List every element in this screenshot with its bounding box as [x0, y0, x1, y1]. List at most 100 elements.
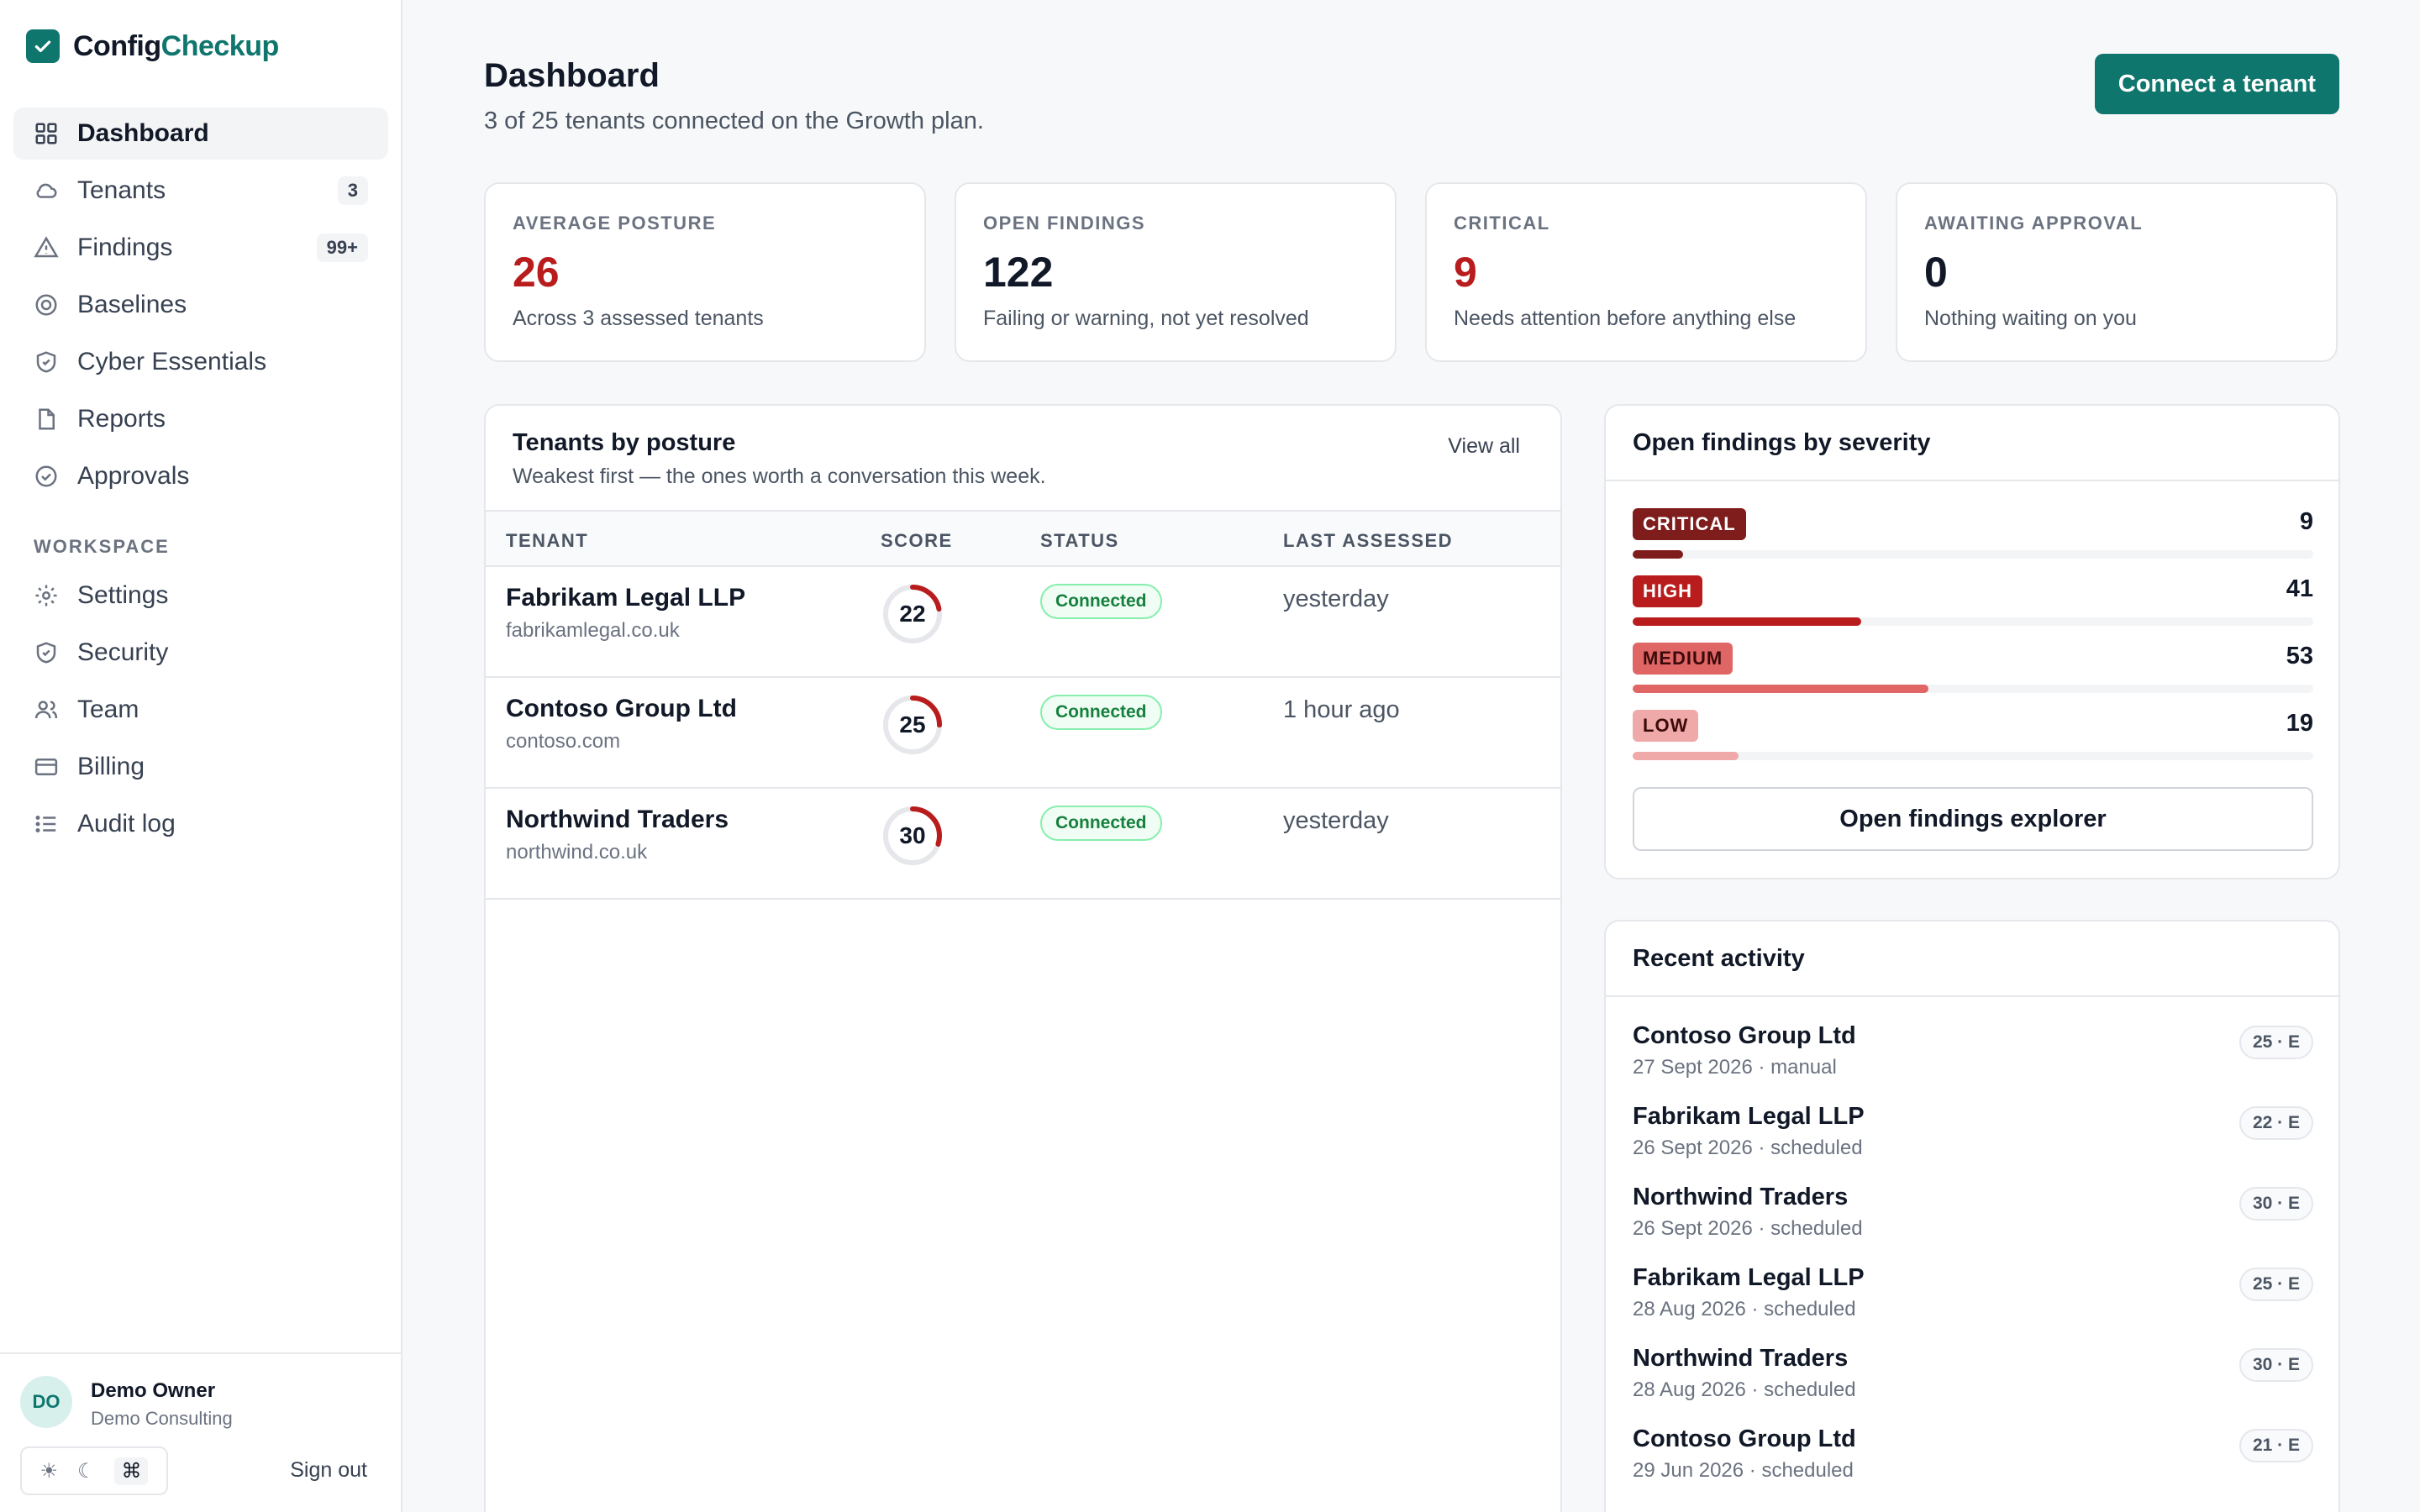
last-assessed: 1 hour ago: [1283, 696, 1400, 723]
column-header-status[interactable]: STATUS: [1040, 530, 1119, 551]
stat-card-open-findings[interactable]: OPEN FINDINGS 122 Failing or warning, no…: [955, 182, 1397, 362]
nav-item-audit-log[interactable]: Audit log: [13, 798, 388, 850]
logo-check-icon: [26, 29, 60, 63]
stats-row: AVERAGE POSTURE 26 Across 3 assessed ten…: [484, 182, 2338, 362]
severity-bar-track: [1633, 617, 2313, 626]
severity-pill: HIGH: [1633, 575, 1702, 607]
severity-pill: CRITICAL: [1633, 508, 1746, 540]
tenants-by-posture-card: Tenants by posture Weakest first — the o…: [484, 404, 1562, 1512]
activity-tenant: Northwind Traders: [1633, 1184, 1849, 1210]
nav-item-settings[interactable]: Settings: [13, 570, 388, 622]
activity-tenant: Contoso Group Ltd: [1633, 1022, 1856, 1049]
nav-item-tenants[interactable]: Tenants 3: [13, 165, 388, 217]
severity-count: 19: [2286, 710, 2313, 737]
list-icon: [34, 811, 59, 837]
stat-label: CRITICAL: [1454, 213, 1550, 234]
severity-bar-fill: [1633, 685, 1928, 693]
score-tag: 21 · E: [2238, 1429, 2313, 1462]
score-tag: 30 · E: [2238, 1348, 2313, 1382]
activity-item[interactable]: Contoso Group Ltd 27 Sept 2026 · manual …: [1633, 1022, 2313, 1103]
stat-card-average-posture[interactable]: AVERAGE POSTURE 26 Across 3 assessed ten…: [484, 182, 926, 362]
nav-item-cyber-essentials[interactable]: Cyber Essentials: [13, 336, 388, 388]
nav-label: Approvals: [77, 462, 190, 490]
stat-description: Needs attention before anything else: [1454, 307, 1797, 330]
severity-row-high[interactable]: HIGH 41: [1633, 575, 2313, 634]
activity-tenant: Contoso Group Ltd: [1633, 1425, 1856, 1452]
connect-tenant-button[interactable]: Connect a tenant: [2094, 54, 2339, 114]
brand[interactable]: ConfigCheckup: [26, 29, 279, 63]
nav-label: Settings: [77, 581, 169, 609]
nav-item-team[interactable]: Team: [13, 684, 388, 736]
severity-row-medium[interactable]: MEDIUM 53: [1633, 643, 2313, 701]
severity-row-low[interactable]: LOW 19: [1633, 710, 2313, 769]
score-tag: 25 · E: [2238, 1026, 2313, 1059]
shield-icon: [34, 640, 59, 665]
activity-tenant: Fabrikam Legal LLP: [1633, 1264, 1865, 1291]
stat-value: 26: [513, 249, 560, 296]
target-icon: [34, 292, 59, 318]
activity-item[interactable]: Fabrikam Legal LLP 26 Sept 2026 · schedu…: [1633, 1103, 2313, 1184]
tenant-name[interactable]: Fabrikam Legal LLP: [506, 584, 746, 612]
stat-card-critical[interactable]: CRITICAL 9 Needs attention before anythi…: [1425, 182, 1867, 362]
activity-list: Contoso Group Ltd 27 Sept 2026 · manual …: [1633, 1022, 2313, 1506]
cloud-icon: [34, 178, 59, 203]
avatar[interactable]: DO: [20, 1376, 72, 1428]
moon-icon[interactable]: ☾: [76, 1459, 96, 1483]
open-findings-explorer-button[interactable]: Open findings explorer: [1633, 787, 2313, 851]
sign-out-link[interactable]: Sign out: [290, 1458, 367, 1482]
nav-label: Dashboard: [77, 119, 209, 147]
activity-item[interactable]: Northwind Traders 26 Sept 2026 · schedul…: [1633, 1184, 2313, 1264]
findings-by-severity-card: Open findings by severity CRITICAL 9 HIG…: [1604, 404, 2340, 879]
severity-bar-fill: [1633, 550, 1683, 559]
stat-card-awaiting-approval[interactable]: AWAITING APPROVAL 0 Nothing waiting on y…: [1896, 182, 2338, 362]
tenant-name[interactable]: Contoso Group Ltd: [506, 695, 737, 722]
users-icon: [34, 697, 59, 722]
card-title: Recent activity: [1606, 921, 2338, 997]
nav-item-baselines[interactable]: Baselines: [13, 279, 388, 331]
shield-check-icon: [34, 349, 59, 375]
column-header-score[interactable]: SCORE: [881, 530, 953, 551]
severity-count: 53: [2286, 643, 2313, 669]
nav-label: Findings: [77, 234, 173, 261]
activity-meta: 28 Aug 2026 · scheduled: [1633, 1378, 1856, 1401]
credit-card-icon: [34, 754, 59, 780]
nav-label: Security: [77, 638, 169, 666]
table-row[interactable]: Fabrikam Legal LLP fabrikamlegal.co.uk 2…: [486, 567, 1560, 678]
nav-item-dashboard[interactable]: Dashboard: [13, 108, 388, 160]
count-badge: 3: [337, 176, 368, 205]
nav-label: Baselines: [77, 291, 187, 318]
grid-icon: [34, 121, 59, 146]
card-title: Tenants by posture: [513, 429, 736, 456]
nav-item-findings[interactable]: Findings 99+: [13, 222, 388, 274]
sun-icon[interactable]: ☀: [39, 1459, 58, 1483]
table-row[interactable]: Northwind Traders northwind.co.uk 30 Con…: [486, 789, 1560, 900]
system-theme-icon[interactable]: ⌘: [114, 1457, 149, 1485]
table-row[interactable]: Contoso Group Ltd contoso.com 25 Connect…: [486, 678, 1560, 789]
tenant-name[interactable]: Northwind Traders: [506, 806, 729, 833]
nav-label: Team: [77, 696, 139, 723]
activity-tenant: Northwind Traders: [1633, 1345, 1849, 1372]
severity-row-critical[interactable]: CRITICAL 9: [1633, 508, 2313, 567]
activity-item[interactable]: Contoso Group Ltd 29 Jun 2026 · schedule…: [1633, 1425, 2313, 1506]
nav-item-reports[interactable]: Reports: [13, 393, 388, 445]
tenant-domain: contoso.com: [506, 730, 621, 753]
tenant-domain: fabrikamlegal.co.uk: [506, 619, 680, 642]
nav-item-billing[interactable]: Billing: [13, 741, 388, 793]
view-all-link[interactable]: View all: [1448, 434, 1520, 458]
page-title: Dashboard: [484, 57, 660, 94]
score-tag: 22 · E: [2238, 1106, 2313, 1140]
activity-item[interactable]: Fabrikam Legal LLP 28 Aug 2026 · schedul…: [1633, 1264, 2313, 1345]
nav-label: Tenants: [77, 176, 166, 204]
last-assessed: yesterday: [1283, 585, 1389, 612]
column-header-tenant[interactable]: TENANT: [506, 530, 589, 551]
status-badge: Connected: [1040, 584, 1162, 619]
score-value: 30: [899, 822, 926, 848]
stat-label: OPEN FINDINGS: [983, 213, 1146, 234]
severity-bar-track: [1633, 550, 2313, 559]
column-header-last-assessed[interactable]: LAST ASSESSED: [1283, 530, 1454, 551]
activity-item[interactable]: Northwind Traders 28 Aug 2026 · schedule…: [1633, 1345, 2313, 1425]
nav-item-security[interactable]: Security: [13, 627, 388, 679]
nav-item-approvals[interactable]: Approvals: [13, 450, 388, 502]
stat-description: Nothing waiting on you: [1924, 307, 2137, 330]
activity-meta: 27 Sept 2026 · manual: [1633, 1056, 1837, 1079]
